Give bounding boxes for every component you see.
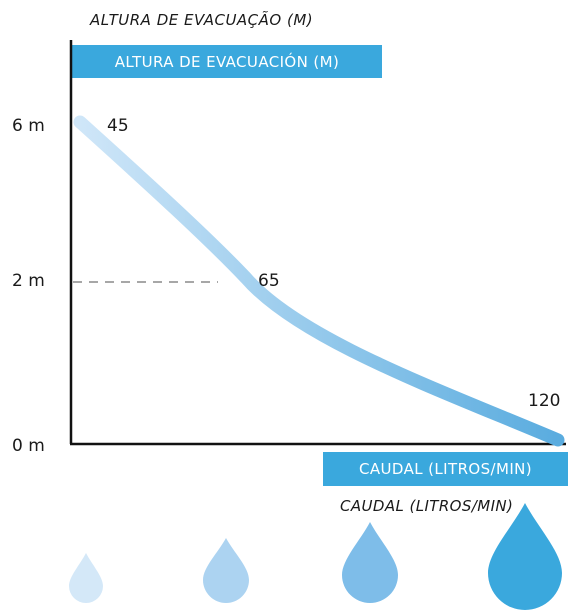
water-drop-icon (203, 538, 249, 603)
y-tick-label: 2 m (12, 271, 45, 291)
y-axis-title-badge: ALTURA DE EVACUACIÓN (M) (72, 45, 382, 78)
axes (69, 40, 566, 446)
x-axis-title-badge: CAUDAL (LITROS/MIN) (323, 452, 568, 486)
water-drops-row (69, 503, 562, 610)
data-label-45: 45 (107, 116, 129, 136)
y-tick-label: 6 m (12, 116, 45, 136)
water-drop-icon (69, 553, 103, 603)
y-ticks: 6 m 2 m 0 m (12, 116, 45, 456)
y-axis-title-portuguese: ALTURA DE EVACUAÇÃO (M) (90, 11, 314, 29)
water-drop-icon (342, 522, 398, 603)
x-axis-title-portuguese: CAUDAL (LITROS/MIN) (340, 497, 514, 515)
data-labels: 45 65 120 (107, 116, 560, 411)
y-tick-label: 0 m (12, 436, 45, 456)
curve-group (73, 115, 565, 447)
data-label-65: 65 (258, 271, 280, 291)
water-drop-icon (488, 503, 562, 610)
data-label-120: 120 (528, 391, 560, 411)
series-line (73, 115, 565, 447)
